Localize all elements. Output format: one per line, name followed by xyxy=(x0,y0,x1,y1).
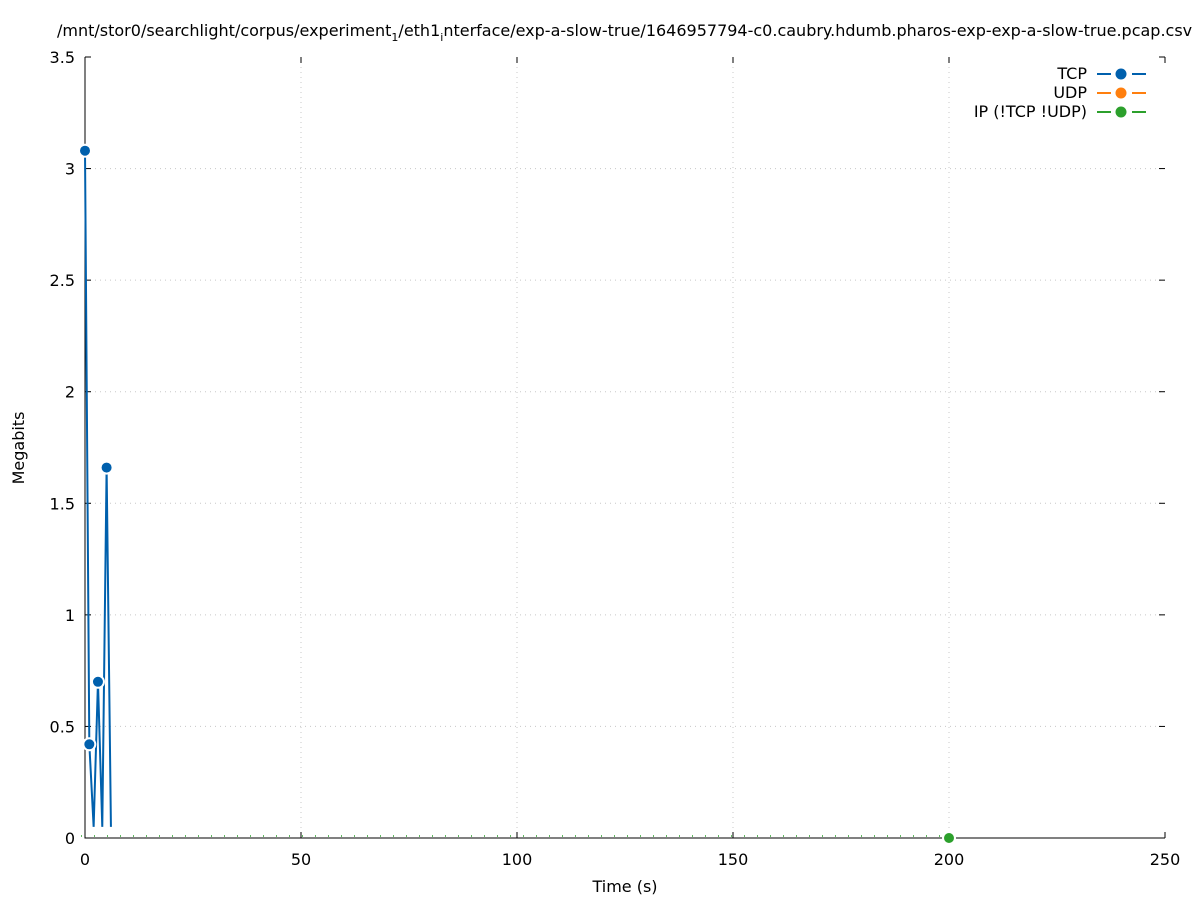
legend-label: UDP xyxy=(1053,83,1087,102)
y-tick-label: 2.5 xyxy=(50,271,75,290)
data-point xyxy=(90,674,105,689)
y-tick-label: 0.5 xyxy=(50,717,75,736)
x-tick-label: 200 xyxy=(934,850,965,869)
legend-marker xyxy=(1115,106,1127,118)
legend-marker xyxy=(1115,87,1127,99)
x-tick-label: 50 xyxy=(291,850,311,869)
y-tick-label: 3.5 xyxy=(50,48,75,67)
data-point xyxy=(99,460,114,475)
legend-label: IP (!TCP !UDP) xyxy=(974,102,1087,121)
grid xyxy=(85,57,1165,838)
axis-frame xyxy=(84,57,1165,839)
x-tick-label: 150 xyxy=(718,850,749,869)
data-point xyxy=(942,831,956,845)
y-tick-label: 3 xyxy=(65,160,75,179)
y-tick-label: 1 xyxy=(65,606,75,625)
legend-marker xyxy=(1115,68,1127,80)
y-tick-label: 0 xyxy=(65,829,75,848)
y-tick-label: 1.5 xyxy=(50,494,75,513)
y-axis-label: Megabits xyxy=(9,412,28,485)
data-point xyxy=(78,143,92,158)
x-tick-label: 100 xyxy=(502,850,533,869)
x-axis-label: Time (s) xyxy=(591,877,657,896)
series xyxy=(78,143,956,845)
y-tick-label: 2 xyxy=(65,383,75,402)
legend-label: TCP xyxy=(1056,64,1087,83)
x-tick-label: 0 xyxy=(80,850,90,869)
data-point xyxy=(82,737,97,752)
axes: 0 50 100 150 200 250 0 0.5 1 1.5 2 2.5 3 3.5 xyxy=(50,48,1181,869)
chart-title: /mnt/stor0/searchlight/corpus/experiment… xyxy=(57,21,1192,44)
x-tick-label: 250 xyxy=(1150,850,1181,869)
series-line-0 xyxy=(84,150,112,827)
